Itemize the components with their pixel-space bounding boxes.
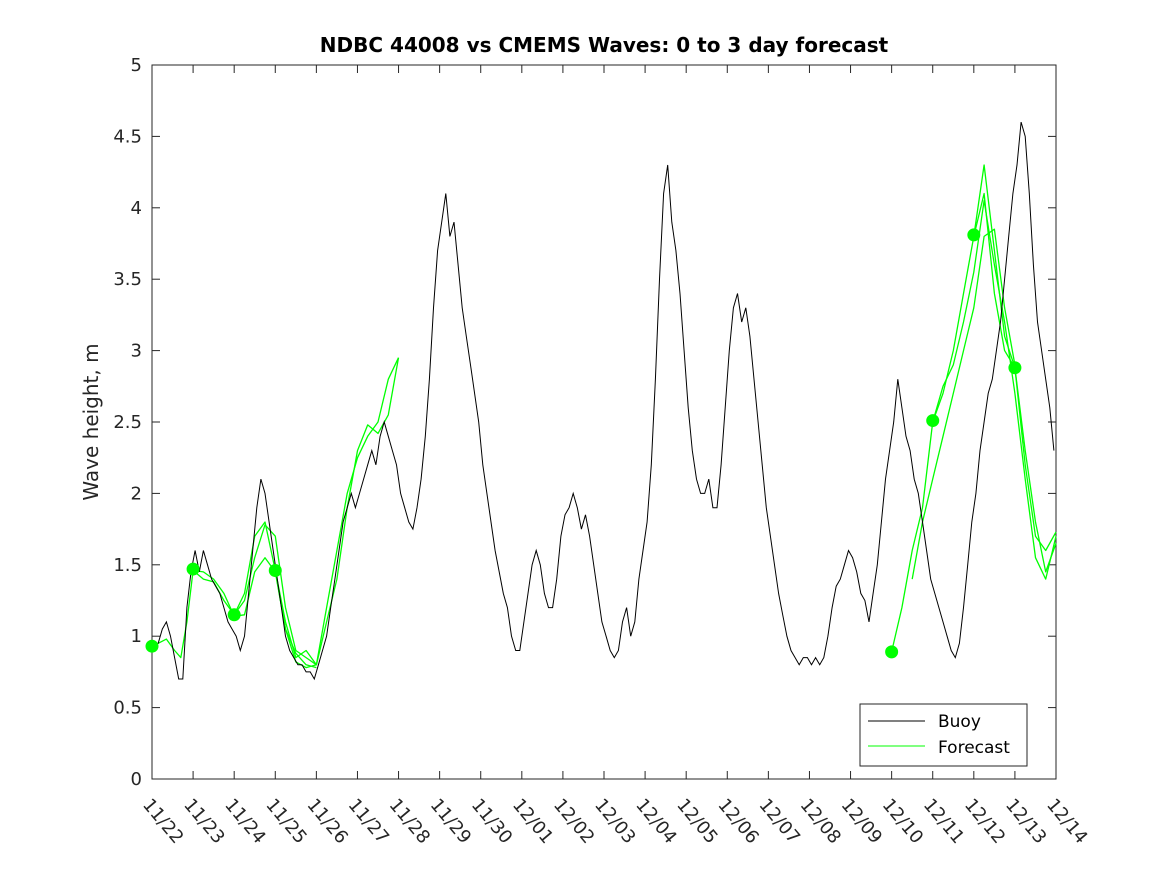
y-tick-label: 4 — [131, 198, 142, 219]
plot-area — [151, 64, 1057, 780]
y-tick-label: 3.5 — [113, 269, 142, 290]
forecast-start-marker — [227, 608, 241, 622]
y-tick-label: 3 — [131, 341, 142, 362]
y-axis-label: Wave height, m — [79, 343, 103, 500]
legend-box — [859, 703, 1028, 767]
legend-buoy-label: Buoy — [938, 712, 981, 732]
y-tick-label: 5 — [131, 55, 142, 76]
forecast-series-line — [193, 557, 317, 669]
y-tick-label: 0.5 — [113, 698, 142, 719]
y-tick-label: 1.5 — [113, 555, 142, 576]
legend: Buoy Forecast — [859, 703, 1028, 767]
forecast-series-line — [151, 524, 317, 666]
forecast-start-marker — [268, 564, 282, 578]
legend-forecast-label: Forecast — [938, 738, 1010, 758]
forecast-start-marker — [967, 228, 981, 242]
y-tick-label: 0 — [131, 769, 142, 790]
series-layer — [145, 121, 1057, 681]
y-tick-label: 2.5 — [113, 412, 142, 433]
forecast-series-line — [911, 228, 1016, 580]
chart-title: NDBC 44008 vs CMEMS Waves: 0 to 3 day fo… — [320, 33, 889, 57]
forecast-start-marker — [145, 639, 159, 653]
forecast-start-marker — [1008, 361, 1022, 375]
forecast-start-marker — [885, 645, 899, 659]
y-tick-label: 2 — [131, 483, 142, 504]
y-axis: 0 0.5 1 1.5 2 2.5 3 3.5 4 4.5 5 — [113, 55, 1056, 790]
forecast-start-marker — [186, 562, 200, 576]
buoy-series-line — [151, 121, 1055, 681]
forecast-series-line — [932, 200, 1057, 580]
y-tick-label: 1 — [131, 626, 142, 647]
forecast-start-marker — [926, 414, 940, 428]
y-tick-label: 4.5 — [113, 126, 142, 147]
